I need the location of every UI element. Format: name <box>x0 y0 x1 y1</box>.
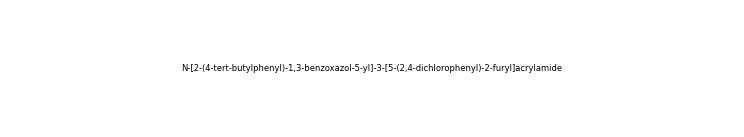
Text: N-[2-(4-tert-butylphenyl)-1,3-benzoxazol-5-yl]-3-[5-(2,4-dichlorophenyl)-2-furyl: N-[2-(4-tert-butylphenyl)-1,3-benzoxazol… <box>182 64 562 73</box>
